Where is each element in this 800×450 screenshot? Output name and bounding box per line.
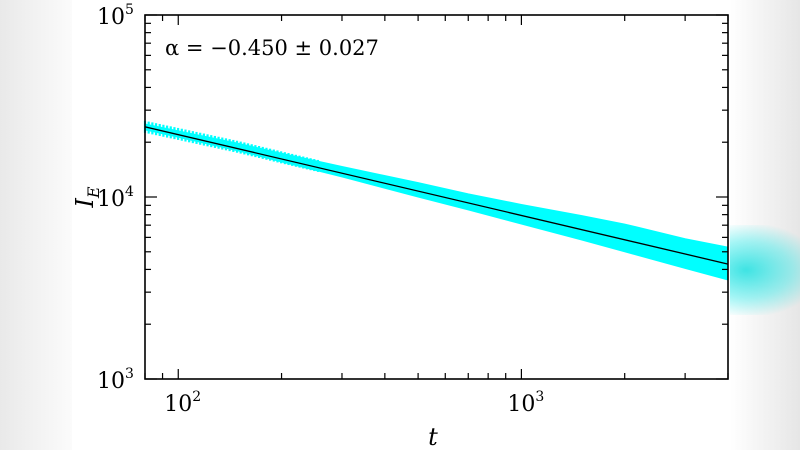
data-scatter-band [143, 120, 729, 281]
plot-frame [144, 14, 729, 380]
y-axis-label: IE [71, 186, 103, 208]
x-axis-label: t [428, 423, 438, 450]
y-axis-label-main: I [71, 198, 99, 209]
svg-text:IE: IE [71, 186, 103, 208]
tick-labels: 102 103 103 104 105 [97, 2, 544, 417]
x-tick-label: 102 [164, 389, 201, 417]
y-tick-label: 104 [97, 184, 134, 212]
y-tick-label: 105 [97, 2, 134, 30]
blurred-background-left [0, 0, 72, 450]
y-axis-label-sub: E [84, 186, 103, 199]
blurred-cyan-glow [728, 225, 800, 315]
alpha-annotation: α = −0.450 ± 0.027 [165, 36, 379, 60]
x-tick-label: 103 [507, 389, 544, 417]
fit-line [144, 126, 729, 265]
y-tick-label: 103 [97, 366, 134, 394]
